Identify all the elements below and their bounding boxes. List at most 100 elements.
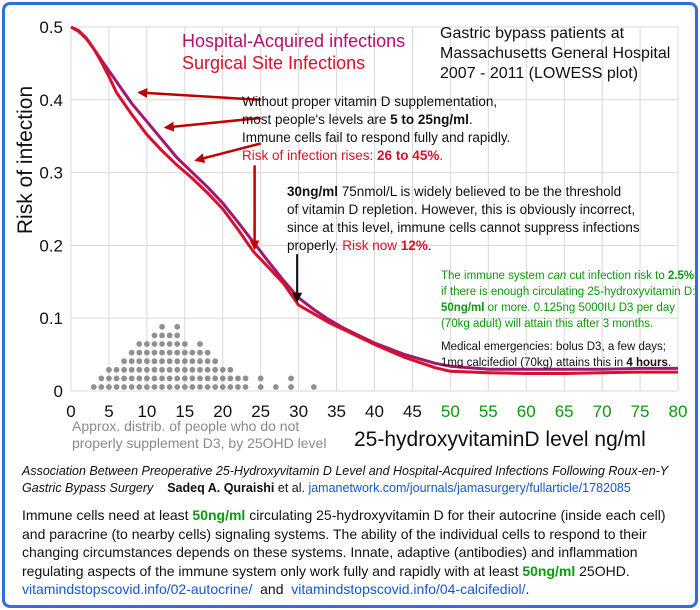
- distribution-dot: [121, 366, 128, 373]
- distribution-dot: [197, 349, 203, 356]
- distribution-dot: [143, 384, 150, 390]
- distribution-dot: [166, 332, 173, 339]
- y-tick-label: 0: [54, 382, 63, 401]
- distribution-dot: [174, 375, 181, 382]
- caption-author: Sadeq A. Quraishi: [167, 481, 275, 495]
- distribution-dot: [174, 323, 181, 330]
- distribution-dot: [121, 358, 128, 365]
- distribution-dot: [189, 375, 196, 382]
- distribution-dot: [136, 358, 143, 365]
- distribution-dot: [166, 358, 173, 365]
- note-emergency: Medical emergencies: bolus D3, a few day…: [441, 341, 671, 369]
- annotation-arrow: [194, 142, 262, 164]
- caption-link[interactable]: jamanetwork.com/journals/jamasurgery/ful…: [308, 481, 631, 495]
- distribution-dot: [159, 332, 165, 339]
- distribution-dot: [197, 358, 203, 365]
- study-line-1: Gastric bypass patients at: [440, 25, 625, 42]
- y-axis-label: Risk of infection: [14, 86, 37, 234]
- distribution-dot: [227, 366, 234, 373]
- note3-line-1: The immune system can cut infection risk…: [441, 270, 697, 282]
- x-tick-label: 80: [669, 402, 688, 421]
- distribution-dot: [106, 384, 112, 390]
- distribution-dot: [174, 341, 181, 347]
- annotation-arrow: [163, 116, 261, 132]
- caption-line-2: Gastric Bypass Surgery Sadeq A. Quraishi…: [22, 480, 682, 497]
- distribution-dot: [113, 375, 120, 382]
- y-tick-label: 0.1: [39, 309, 63, 328]
- distribution-dot: [143, 341, 150, 347]
- distribution-dot: [166, 375, 173, 382]
- distribution-dot: [204, 349, 211, 356]
- para-end: .: [525, 581, 530, 597]
- distribution-dot: [212, 384, 219, 390]
- distribution-dot: [151, 349, 158, 356]
- distribution-dot: [159, 366, 165, 373]
- series-line: [70, 25, 678, 371]
- distribution-dot: [310, 384, 317, 390]
- distribution-dot: [204, 358, 211, 365]
- distribution-dot: [136, 384, 143, 390]
- distribution-dot: [257, 384, 264, 390]
- autocrine-link[interactable]: vitamindstopscovid.info/02-autocrine/: [22, 581, 253, 597]
- study-line-2: Massachusetts General Hospital: [440, 45, 670, 62]
- distribution-dot: [143, 358, 150, 365]
- distribution-dot: [90, 384, 97, 390]
- note4-line-2: 1mg calcifediol (70kg) attains this in 4…: [441, 357, 671, 369]
- note1-line-1: Without proper vitamin D supplementation…: [242, 94, 497, 109]
- distribution-dot: [136, 375, 143, 382]
- distribution-dot: [235, 375, 241, 382]
- distribution-dot: [219, 366, 226, 373]
- distribution-dot: [106, 366, 112, 373]
- distribution-dot: [166, 366, 173, 373]
- distribution-dot: [143, 375, 150, 382]
- grid: [70, 26, 679, 392]
- distribution-label: Approx. distrib. of people who do not pr…: [72, 418, 326, 451]
- caption-title-line-1: Association Between Preoperative 25-Hydr…: [22, 464, 669, 478]
- distribution-dot: [98, 375, 105, 382]
- distribution-dot: [159, 358, 165, 365]
- distribution-dot: [174, 366, 181, 373]
- distribution-dot: [151, 384, 158, 390]
- distribution-dot: [288, 375, 294, 382]
- distribution-dot: [204, 375, 211, 382]
- distribution-dot: [219, 375, 226, 382]
- distribution-dot: [143, 349, 150, 356]
- distribution-dot: [159, 375, 165, 382]
- distribution-dot: [272, 384, 279, 390]
- distribution-dot: [113, 366, 120, 373]
- distribution-dot: [212, 366, 219, 373]
- distribution-dot: [128, 358, 135, 365]
- x-tick-label: 0: [66, 402, 75, 421]
- x-tick-label: 50: [441, 402, 460, 421]
- note2-line-1: 30ng/ml 75nmol/L is widely believed to b…: [287, 184, 621, 199]
- infection-risk-chart: 0 5 10 15 20 25 30 35 40 45 50 55 60 65 70 75 80 0 0.1 0.2 0…: [14, 18, 697, 451]
- distribution-dot: [197, 341, 203, 347]
- caption-etal: et al.: [274, 481, 309, 495]
- x-tick-label: 60: [517, 402, 536, 421]
- x-tick-label: 70: [593, 402, 612, 421]
- dist-label-line-1: Approx. distrib. of people who do not: [72, 418, 299, 434]
- distribution-dot: [181, 366, 188, 373]
- distribution-dot: [235, 384, 241, 390]
- calcifediol-link[interactable]: vitamindstopscovid.info/04-calcifediol/: [291, 581, 526, 597]
- note2-line-2: of vitamin D repletion. However, this is…: [287, 202, 635, 217]
- distribution-dot: [181, 341, 188, 347]
- note2-line-3: since at this level, immune cells cannot…: [287, 220, 640, 235]
- series-line: [70, 25, 678, 375]
- para-text-3: 25OHD.: [575, 562, 630, 579]
- distribution-dot: [166, 384, 173, 390]
- distribution-dot: [106, 375, 112, 382]
- explanation-paragraph: Immune cells need at least 50ng/ml circu…: [22, 506, 682, 599]
- x-tick-label: 20: [213, 402, 232, 421]
- para-green-2: 50ng/ml: [522, 562, 576, 579]
- y-tick-label: 0.3: [39, 164, 63, 183]
- distribution-dot: [242, 384, 249, 390]
- para-and: and: [252, 581, 292, 597]
- caption-title-2: Gastric Bypass Surgery: [22, 481, 154, 495]
- annotation-arrows: [137, 88, 303, 303]
- note3-line-3: 50ng/ml or more. 0.125ng 5000IU D3 per d…: [441, 302, 675, 314]
- x-tick-label: 40: [365, 402, 384, 421]
- dist-label-line-2: properly supplement D3, by 25OHD level: [72, 435, 326, 451]
- y-tick-label: 0.4: [39, 91, 63, 110]
- note1-line-3: Immune cells fail to respond fully and r…: [242, 130, 510, 145]
